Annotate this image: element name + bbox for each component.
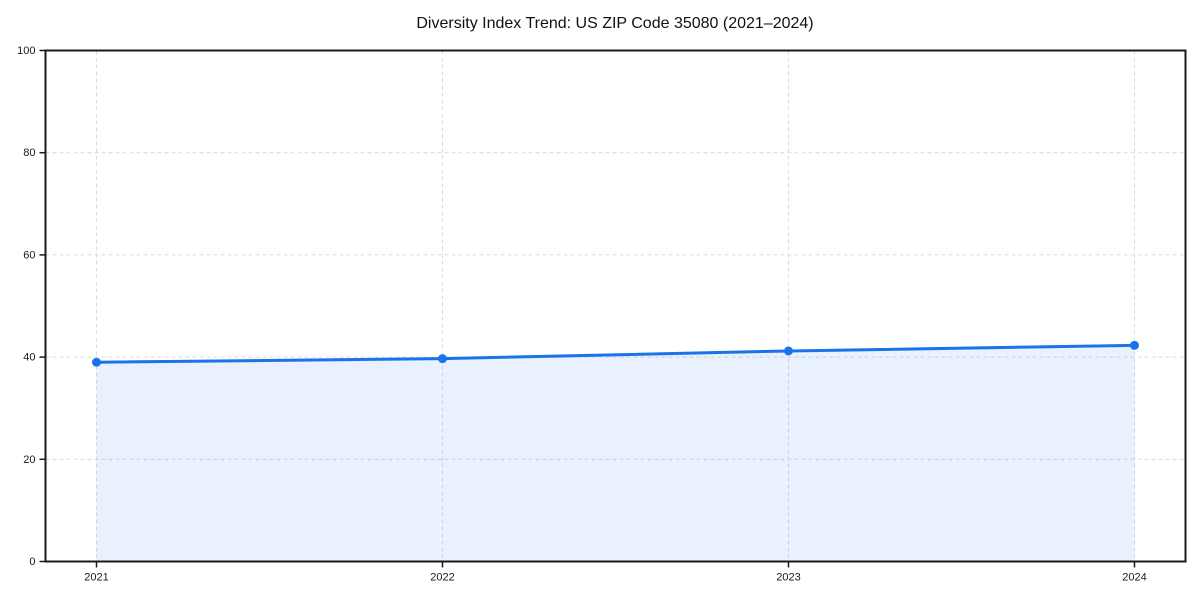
- y-tick-label: 80: [23, 147, 35, 159]
- x-tick-label: 2021: [84, 572, 108, 584]
- y-tick-label: 40: [23, 352, 35, 364]
- area-fill: [96, 345, 1135, 562]
- y-tick-label: 0: [29, 556, 35, 568]
- plot-border: [44, 49, 1187, 563]
- data-point: [1130, 340, 1139, 350]
- x-tick-label: 2024: [1122, 572, 1146, 584]
- data-point: [784, 346, 793, 356]
- line-layer: [95, 343, 1136, 364]
- axis-layer: [39, 49, 1187, 568]
- trend-line: [95, 343, 1136, 364]
- data-point: [92, 357, 101, 367]
- y-tick-label: 20: [23, 454, 35, 466]
- area-layer: [96, 345, 1135, 562]
- y-tick-label: 100: [17, 45, 35, 57]
- marker-layer: [92, 340, 1139, 367]
- x-tick-label: 2023: [776, 572, 800, 584]
- data-point: [438, 354, 447, 364]
- y-tick-label: 60: [23, 249, 35, 261]
- x-tick-label: 2022: [430, 572, 454, 584]
- tick-label-layer: 0 20 40 60 80 100 2021 2022 2023 2024: [17, 45, 1147, 583]
- chart-title: Diversity Index Trend: US ZIP Code 35080…: [416, 15, 813, 32]
